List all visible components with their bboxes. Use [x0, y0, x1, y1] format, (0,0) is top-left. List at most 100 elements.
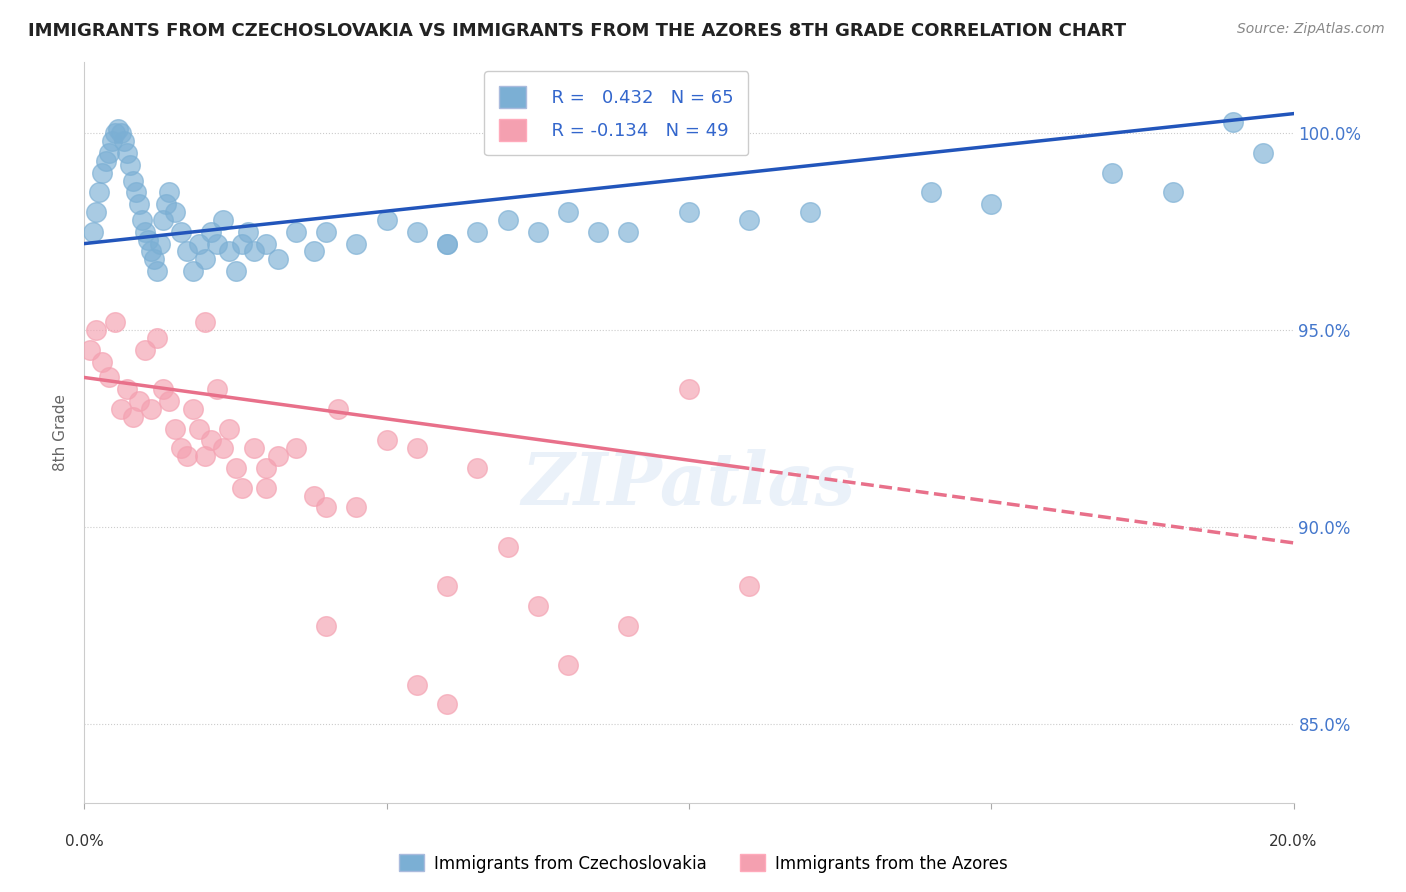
Point — [165, 422, 187, 436]
Point — [231, 236, 253, 251]
Point — [678, 205, 700, 219]
Point — [188, 422, 211, 436]
Point — [328, 402, 350, 417]
Point — [118, 158, 141, 172]
Point — [315, 618, 337, 632]
Point — [112, 134, 135, 148]
Text: Source: ZipAtlas.com: Source: ZipAtlas.com — [1237, 22, 1385, 37]
Point — [110, 126, 132, 140]
Point — [170, 442, 193, 456]
Point — [617, 225, 640, 239]
Point — [181, 402, 204, 417]
Point — [136, 233, 159, 247]
Point — [157, 394, 180, 409]
Y-axis label: 8th Grade: 8th Grade — [53, 394, 69, 471]
Point — [375, 213, 398, 227]
Point — [1101, 166, 1123, 180]
Point — [134, 343, 156, 357]
Point — [170, 225, 193, 239]
Point — [588, 225, 610, 239]
Point — [254, 481, 277, 495]
Point — [406, 678, 429, 692]
Text: 0.0%: 0.0% — [65, 834, 104, 849]
Point — [218, 422, 240, 436]
Point — [146, 331, 169, 345]
Point — [200, 434, 222, 448]
Point — [267, 252, 290, 267]
Point — [1253, 146, 1275, 161]
Point — [86, 205, 108, 219]
Point — [496, 540, 519, 554]
Point — [557, 657, 579, 672]
Point — [1161, 186, 1184, 200]
Point — [89, 186, 111, 200]
Point — [315, 500, 337, 515]
Point — [225, 461, 247, 475]
Point — [236, 225, 259, 239]
Point — [346, 236, 368, 251]
Point — [194, 449, 217, 463]
Point — [94, 153, 117, 168]
Point — [115, 382, 138, 396]
Point — [152, 213, 174, 227]
Point — [200, 225, 222, 239]
Point — [188, 236, 211, 251]
Point — [436, 236, 458, 251]
Point — [375, 434, 398, 448]
Point — [218, 244, 240, 259]
Point — [231, 481, 253, 495]
Point — [212, 213, 235, 227]
Point — [152, 382, 174, 396]
Point — [146, 264, 169, 278]
Point — [738, 213, 761, 227]
Point — [346, 500, 368, 515]
Point — [97, 370, 120, 384]
Point — [738, 579, 761, 593]
Point — [254, 236, 277, 251]
Point — [104, 315, 127, 329]
Text: IMMIGRANTS FROM CZECHOSLOVAKIA VS IMMIGRANTS FROM THE AZORES 8TH GRADE CORRELATI: IMMIGRANTS FROM CZECHOSLOVAKIA VS IMMIGR… — [28, 22, 1126, 40]
Text: 20.0%: 20.0% — [1270, 834, 1317, 849]
Point — [315, 225, 337, 239]
Point — [100, 134, 122, 148]
Point — [131, 213, 153, 227]
Legend: Immigrants from Czechoslovakia, Immigrants from the Azores: Immigrants from Czechoslovakia, Immigran… — [392, 847, 1014, 880]
Point — [496, 213, 519, 227]
Point — [139, 244, 162, 259]
Point — [406, 225, 429, 239]
Text: ZIPatlas: ZIPatlas — [522, 449, 856, 520]
Point — [86, 323, 108, 337]
Point — [242, 442, 264, 456]
Point — [285, 442, 308, 456]
Point — [302, 244, 325, 259]
Point — [267, 449, 290, 463]
Point — [149, 236, 172, 251]
Point — [527, 599, 550, 613]
Point — [194, 252, 217, 267]
Point — [104, 126, 127, 140]
Point — [436, 236, 458, 251]
Point — [165, 205, 187, 219]
Point — [128, 197, 150, 211]
Point — [527, 225, 550, 239]
Point — [107, 122, 129, 136]
Point — [128, 394, 150, 409]
Point — [467, 225, 489, 239]
Point — [212, 442, 235, 456]
Point — [155, 197, 177, 211]
Point — [125, 186, 148, 200]
Point — [121, 409, 143, 424]
Point — [79, 343, 101, 357]
Point — [91, 166, 114, 180]
Point — [142, 252, 165, 267]
Point — [181, 264, 204, 278]
Point — [557, 205, 579, 219]
Point — [121, 173, 143, 187]
Point — [97, 146, 120, 161]
Point — [176, 449, 198, 463]
Point — [467, 461, 489, 475]
Point — [115, 146, 138, 161]
Point — [920, 186, 942, 200]
Point — [139, 402, 162, 417]
Legend:   R =   0.432   N = 65,   R = -0.134   N = 49: R = 0.432 N = 65, R = -0.134 N = 49 — [485, 71, 748, 155]
